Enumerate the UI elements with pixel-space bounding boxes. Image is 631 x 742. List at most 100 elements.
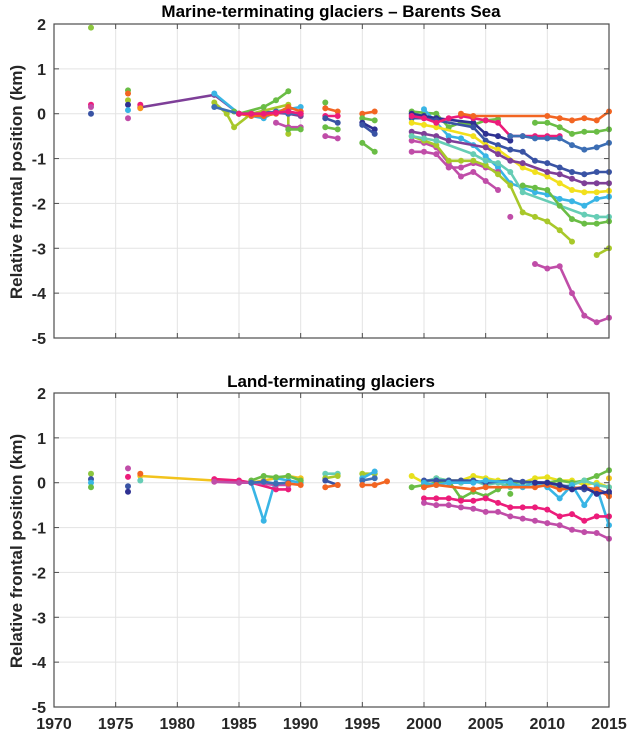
data-point	[569, 169, 575, 175]
data-point	[260, 478, 267, 485]
data-point	[556, 135, 563, 142]
data-point	[322, 133, 329, 140]
data-point	[408, 119, 415, 126]
gridlines	[53, 392, 610, 708]
data-point	[593, 220, 600, 227]
series-g38	[408, 128, 612, 187]
data-point	[421, 495, 427, 502]
data-point	[532, 479, 538, 486]
tick-marks	[53, 392, 610, 708]
data-point	[334, 473, 341, 479]
y-tick-label: -3	[32, 610, 46, 627]
data-point	[519, 209, 526, 216]
x-tick-label: 2000	[406, 716, 442, 733]
data-point	[297, 477, 304, 484]
data-point	[88, 110, 94, 117]
data-point	[445, 495, 452, 502]
data-point	[593, 169, 600, 175]
data-point	[421, 479, 427, 486]
data-point	[556, 263, 563, 270]
y-tick-labels: -5 -4 -3 -2 -1 0 1 2	[32, 386, 46, 717]
data-point	[433, 119, 440, 126]
data-point	[593, 213, 600, 220]
data-point	[125, 483, 131, 490]
data-point	[495, 142, 501, 149]
data-point	[470, 113, 477, 119]
data-point	[581, 211, 588, 218]
y-tick-label: 0	[37, 476, 46, 493]
data-point	[507, 504, 514, 511]
data-point	[532, 213, 538, 220]
data-point	[556, 482, 563, 488]
data-point	[236, 479, 242, 486]
data-point	[544, 474, 551, 481]
data-point	[532, 517, 538, 524]
data-point	[334, 135, 341, 142]
data-point	[593, 490, 600, 497]
data-point	[445, 133, 452, 140]
series-g27	[322, 133, 341, 142]
data-point	[532, 475, 538, 482]
data-point	[211, 104, 218, 110]
data-point	[581, 529, 588, 536]
series-g48	[532, 261, 612, 326]
series-l35	[507, 490, 514, 497]
data-point	[569, 142, 575, 149]
data-point	[593, 189, 600, 196]
data-point	[519, 515, 526, 522]
data-point	[408, 473, 415, 479]
data-point	[482, 137, 489, 144]
series-g41	[408, 133, 575, 245]
series-g1	[88, 24, 94, 31]
data-point	[408, 148, 415, 155]
series-l10	[137, 477, 144, 484]
data-point	[297, 126, 304, 133]
data-point	[569, 486, 575, 493]
data-point	[285, 473, 292, 479]
data-point	[334, 113, 341, 119]
series-g13	[137, 105, 144, 112]
series-g11	[137, 91, 304, 119]
data-point	[408, 113, 415, 119]
data-point	[507, 137, 514, 144]
data-point	[359, 470, 366, 477]
data-point	[482, 508, 489, 515]
data-point	[532, 169, 538, 175]
data-point	[581, 202, 588, 209]
data-point	[569, 526, 575, 533]
series-g25	[322, 115, 341, 126]
data-point	[544, 479, 551, 486]
data-point	[125, 90, 131, 97]
data-point	[569, 198, 575, 205]
data-point	[519, 133, 526, 140]
data-point	[556, 171, 563, 178]
data-point	[408, 133, 415, 140]
data-point	[359, 477, 366, 484]
data-point	[495, 146, 501, 153]
data-point	[371, 126, 378, 133]
y-tick-label: -5	[32, 700, 46, 717]
data-point	[408, 128, 415, 135]
data-point	[581, 189, 588, 196]
x-tick-label: 1990	[283, 716, 319, 733]
data-point	[285, 130, 292, 137]
series-g3	[88, 104, 94, 110]
data-point	[421, 499, 427, 506]
data-point	[236, 110, 242, 117]
series-line	[422, 479, 611, 527]
data-point	[322, 124, 329, 131]
series-l1	[88, 470, 94, 477]
data-point	[470, 486, 477, 493]
data-point	[581, 517, 588, 524]
data-point	[544, 506, 551, 513]
data-point	[297, 104, 304, 110]
x-tick-label: 1985	[221, 716, 257, 733]
data-point	[125, 101, 131, 108]
data-point	[532, 135, 538, 142]
data-point	[581, 502, 588, 509]
data-point	[260, 473, 267, 479]
data-point	[544, 520, 551, 527]
data-point	[519, 164, 526, 171]
data-point	[88, 484, 94, 491]
data-point	[532, 504, 538, 511]
